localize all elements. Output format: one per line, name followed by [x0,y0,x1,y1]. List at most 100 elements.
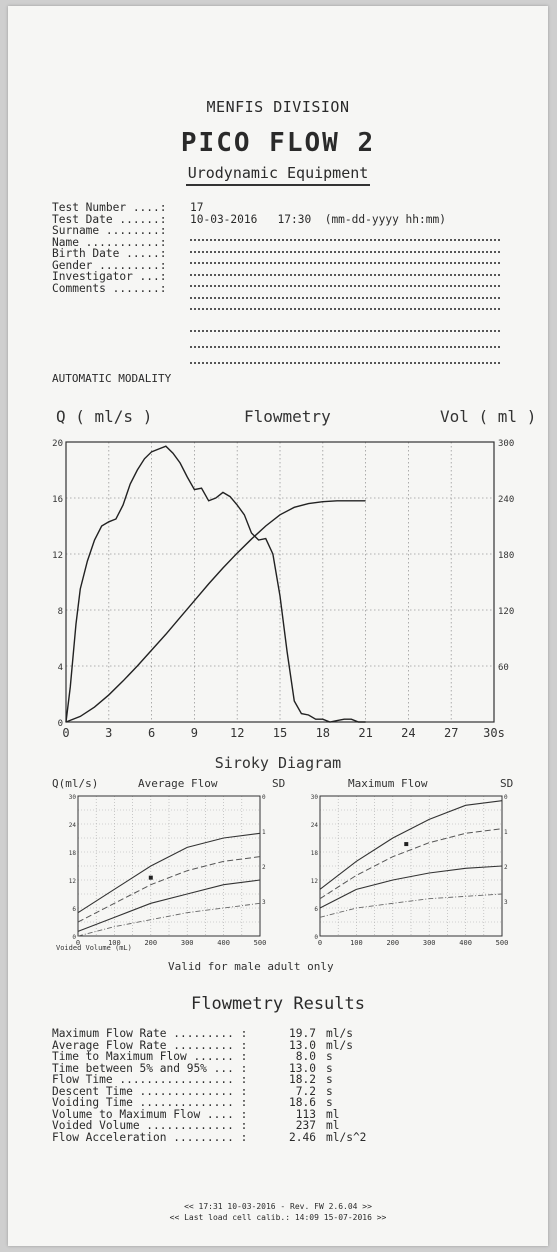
validity-note: Valid for male adult only [168,960,334,973]
average-flow-sd-curve [77,856,261,923]
footer-calibration: << Last load cell calib.: 14:09 15-07-20… [169,1213,387,1222]
maximum-flow-sd-curve [319,800,503,890]
result-label: Flow Time ................. : [52,1073,248,1086]
result-value: 237 [295,1119,316,1132]
field-label: Name ...........: [52,235,167,249]
maximum-flow-x-tick-label: 200 [386,939,399,947]
dot-line [190,239,500,241]
average-flow-y-tick-label: 0 [72,934,76,941]
average-flow-sd-tick-label: 3 [262,899,266,906]
average-flow-x-tick-label: 400 [217,939,230,947]
maximum-flow-sd-curve [319,865,503,909]
flow-x-tick-label: 18 [316,726,330,740]
result-value: 13.0 [289,1061,316,1075]
right-axis-label: Vol ( ml ) [440,407,536,426]
flow-right-tick-label: 240 [498,495,514,505]
average-flow-sd-tick-label: 0 [262,794,266,801]
average-flow-x-tick-label: 100 [108,939,121,947]
average-flow-x-tick-label: 300 [181,939,194,947]
maximum-flow-sd-curve [319,828,503,900]
result-row: Volume to Maximum Flow .... : 113 ml [52,1107,366,1121]
company-name: MENFIS DIVISION [206,98,350,116]
patient-fields: Test Number ....: 17 Test Date ......: 10-… [52,202,446,294]
field-value: 10-03-2016 17:30 (mm-dd-yyyy hh:mm) [190,212,446,226]
maximum-flow-sd-tick-label: 1 [504,829,508,836]
results-title: Flowmetry Results [191,994,365,1014]
maximum-flow-y-tick-label: 0 [314,934,318,941]
average-flow-patient-point [148,875,153,880]
result-unit: s [326,1073,333,1086]
flow-ticks: 0 3 6 9 12 15 18 21 24 27 30s 0 4 8 12 16 20 60 120 180 240 3… [52,439,514,740]
flow-right-tick-label: 300 [498,439,514,449]
maximum-flow-sd-curve [319,893,503,918]
flow-rate-series [65,445,366,723]
result-value: 18.2 [289,1073,316,1086]
result-value: 113 [295,1107,316,1121]
result-label: Time between 5% and 95% ... : [52,1061,248,1075]
result-label: Volume to Maximum Flow .... : [52,1107,248,1121]
maximum-flow-title: Maximum Flow [348,777,428,790]
maximum-flow-sd-tick-label: 2 [504,864,508,871]
flow-left-tick-label: 16 [52,495,63,505]
average-flow-x-tick-label: 0 [76,939,80,947]
field-row: Test Number ....: 17 [52,202,446,214]
maximum-flow-sd-tick-label: 0 [504,794,508,801]
dot-line [190,262,500,264]
dot-line [190,308,500,310]
result-label: Maximum Flow Rate ......... : [52,1027,248,1040]
field-label: Birth Date .....: [52,247,167,260]
average-flow-y-tick-label: 12 [69,878,77,885]
product-subtitle: Urodynamic Equipment [8,164,548,186]
maximum-flow-x-tick-label: 500 [496,939,509,947]
flow-x-tick-label: 0 [62,726,69,740]
dot-line [190,285,500,287]
result-unit: ml/s [326,1038,353,1052]
maximum-flow-x-tick-label: 300 [423,939,436,947]
result-value: 2.46 [289,1130,316,1144]
result-row: Average Flow Rate ......... : 13.0 ml/s [52,1038,366,1052]
result-value: 13.0 [289,1038,316,1052]
result-value: 19.7 [289,1027,316,1040]
maximum-flow-y-tick-label: 24 [311,822,319,829]
dot-line [190,330,500,332]
result-row: Flow Time ................. : 18.2 s [52,1074,366,1086]
siroky-title: Siroky Diagram [215,754,341,772]
average-flow-x-tick-label: 500 [254,939,267,947]
result-row: Time to Maximum Flow ...... : 8.0 s [52,1051,366,1063]
field-label: Test Number ....: [52,201,167,214]
flow-left-tick-label: 20 [52,439,63,449]
field-row: Name ...........: [52,235,446,249]
maximum-flow-patient-point [404,842,409,847]
result-unit: s [326,1096,333,1109]
maximum-flow-sd-label: SD [500,777,513,790]
result-unit: ml/s [326,1027,353,1040]
average-flow-y-tick-label: 18 [69,850,77,857]
flow-left-tick-label: 12 [52,551,63,561]
average-flow-y-tick-label: 24 [69,822,77,829]
flow-right-tick-label: 120 [498,607,514,617]
maximum-flow-x-tick-label: 100 [350,939,363,947]
result-row: Voided Volume ............. : 237 ml [52,1120,366,1132]
flow-x-tick-label: 6 [148,726,155,740]
subtitle-text: Urodynamic Equipment [185,164,371,186]
flow-left-tick-label: 0 [58,719,63,729]
maximum-flow-y-tick-label: 6 [314,906,318,913]
dot-line [190,362,500,364]
maximum-flow-x-tick-label: 0 [318,939,322,947]
left-axis-label: Q ( ml/s ) [56,407,152,426]
flow-right-tick-label: 60 [498,663,509,673]
result-unit: s [326,1061,333,1075]
flow-chart-title: Flowmetry [244,407,331,426]
result-value: 7.2 [295,1084,316,1098]
modality-label: AUTOMATIC MODALITY [52,372,172,385]
average-flow-y-tick-label: 30 [69,794,77,801]
result-row: Flow Acceleration ......... : 2.46 ml/s^2 [52,1130,366,1144]
flow-plot-frame [65,441,495,723]
maximum-flow-y-tick-label: 12 [311,878,319,885]
siroky-y-label: Q(ml/s) [52,777,98,790]
result-row: Voiding Time .............. : 18.6 s [52,1097,366,1109]
result-label: Average Flow Rate ......... : [52,1038,248,1052]
field-value: 17 [190,201,204,214]
flow-x-tick-label: 3 [105,726,112,740]
